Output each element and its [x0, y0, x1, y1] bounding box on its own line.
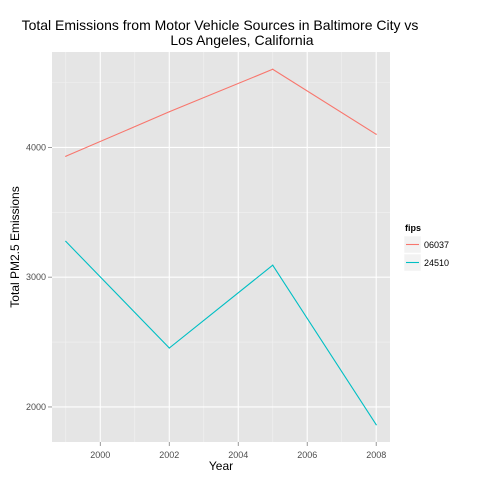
- x-tick-label: 2000: [90, 450, 110, 460]
- minor-gridlines: [52, 52, 390, 442]
- y-tick-label: 3000: [26, 272, 46, 282]
- legend-label: 06037: [424, 240, 449, 250]
- series-line-24510: [65, 241, 377, 425]
- series-lines: [65, 68, 377, 426]
- data-point-24510: [168, 347, 170, 349]
- y-axis-ticks: 2000 3000 4000: [26, 142, 52, 412]
- data-point-24510: [65, 240, 67, 242]
- data-point-06037: [168, 111, 170, 113]
- chart-title-line1: Total Emissions from Motor Vehicle Sourc…: [22, 17, 419, 33]
- y-tick-label: 2000: [26, 402, 46, 412]
- x-tick-label: 2004: [228, 450, 248, 460]
- data-point-24510: [375, 424, 377, 426]
- data-point-24510: [272, 264, 274, 266]
- legend-label: 24510: [424, 258, 449, 268]
- major-gridlines: [52, 52, 390, 442]
- chart-title-line2: Los Angeles, California: [170, 32, 313, 48]
- x-tick-label: 2008: [366, 450, 386, 460]
- legend-items: 06037 24510: [403, 235, 449, 272]
- x-tick-label: 2006: [297, 450, 317, 460]
- x-tick-label: 2002: [159, 450, 179, 460]
- data-point-06037: [272, 68, 274, 70]
- plot-panel: [52, 52, 390, 442]
- series-line-06037: [65, 68, 377, 157]
- legend-title: fips: [405, 223, 421, 233]
- y-tick-label: 4000: [26, 142, 46, 152]
- x-axis-ticks: 2000 2002 2004 2006 2008: [90, 442, 386, 460]
- data-point-06037: [65, 155, 67, 157]
- data-point-06037: [375, 133, 377, 135]
- legend: fips 06037 24510: [403, 223, 449, 272]
- x-axis-title: Year: [209, 459, 233, 473]
- y-axis-title: Total PM2.5 Emissions: [8, 186, 22, 307]
